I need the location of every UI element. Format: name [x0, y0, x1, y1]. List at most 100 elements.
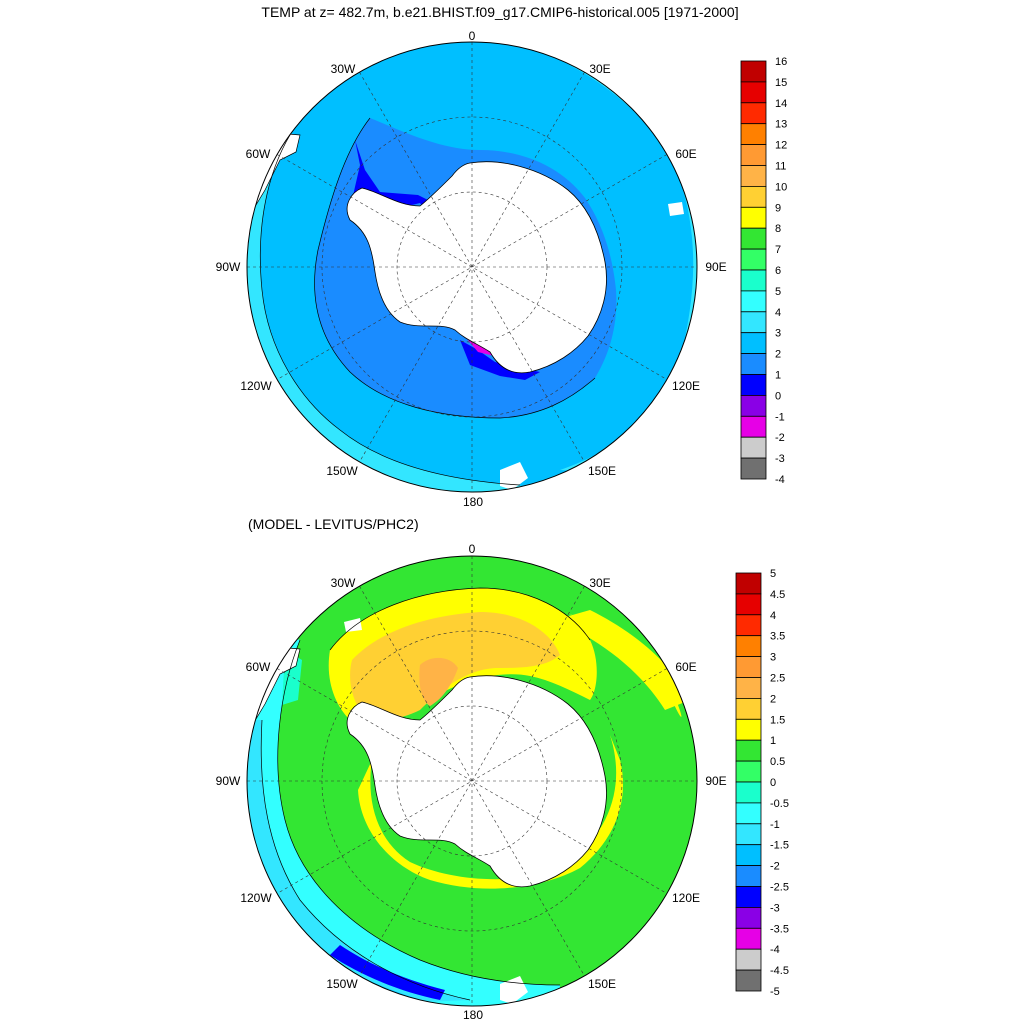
diff-field-m3tom2p5 — [330, 945, 445, 1000]
bottom-colorbar-tick-label: 1.5 — [770, 714, 785, 726]
top-colorbar-tick-label: -4 — [775, 474, 785, 486]
bottom-colorbar-tick-label: 0 — [770, 777, 776, 789]
diff-field-1to1p5-east — [555, 610, 690, 717]
bottom-colorbar-tick-label: -1 — [770, 819, 780, 831]
bottom-colorbar-swatch — [735, 927, 762, 950]
bottom-lon-60e: 60E — [675, 660, 696, 674]
top-lon-120e: 120E — [672, 379, 700, 393]
top-lon-150w: 150W — [326, 464, 358, 478]
diff-field-2to2p5 — [419, 657, 458, 706]
top-colorbar-tick-label: 0 — [775, 390, 781, 402]
top-colorbar-swatch — [740, 144, 767, 166]
top-colorbar-tick-label: -1 — [775, 411, 785, 423]
bottom-colorbar-swatch — [735, 677, 762, 699]
top-colorbar-tick-label: 14 — [775, 98, 787, 110]
top-colorbar-tick-label: 1 — [775, 370, 781, 382]
top-colorbar-tick-label: 11 — [775, 161, 786, 173]
top-lon-30e: 30E — [589, 62, 610, 76]
top-colorbar-swatch — [740, 311, 767, 334]
top-map-border — [246, 41, 698, 493]
bottom-colorbar: 5 4.5 4 3.5 3 2.5 2 1.5 1 0.5 0 -0.5 -1 -1.5 -2 -2.5 -3 -… — [735, 568, 789, 998]
bottom-colorbar-swatch — [735, 760, 762, 783]
top-lon-30w: 30W — [331, 62, 356, 76]
top-longitude-labels: 0 30E 60E 90E 120E 150E 180 150W 120W 90… — [216, 29, 727, 509]
top-colorbar-swatch — [740, 394, 767, 417]
bottom-colorbar-tick-label: 0.5 — [770, 756, 785, 768]
top-colorbar-tick-label: 7 — [775, 244, 781, 256]
top-lon-120w: 120W — [240, 379, 272, 393]
bottom-graticule — [247, 556, 697, 1006]
bottom-lon-150w: 150W — [326, 977, 358, 991]
bottom-panel: (MODEL - LEVITUS/PHC2) — [216, 516, 789, 1022]
top-lon-150e: 150E — [588, 464, 616, 478]
bottom-colorbar-swatch — [735, 823, 762, 846]
top-colorbar-swatch — [740, 269, 767, 292]
top-colorbar-tick-label: 2 — [775, 349, 781, 361]
top-colorbar-swatch — [740, 457, 767, 480]
top-lon-90w: 90W — [216, 260, 241, 274]
top-colorbar-swatch — [740, 165, 767, 187]
top-colorbar-tick-label: 10 — [775, 181, 787, 193]
top-lon-180: 180 — [463, 495, 483, 509]
top-colorbar-swatch — [740, 436, 767, 459]
bottom-colorbar-tick-label: -3.5 — [770, 923, 789, 935]
top-colorbar-swatch — [740, 123, 767, 145]
bottom-map-border — [246, 555, 698, 1007]
antarctica-bottom — [346, 675, 607, 888]
bottom-colorbar-tick-label: -4 — [770, 944, 780, 956]
new-zealand-top — [500, 462, 528, 490]
bottom-colorbar-swatch — [735, 614, 762, 637]
bottom-colorbar-swatch — [735, 572, 762, 595]
top-colorbar-swatch — [740, 206, 767, 229]
bottom-colorbar-swatch — [735, 969, 762, 992]
top-panel: TEMP at z= 482.7m, b.e21.BHIST.f09_g17.C… — [216, 4, 788, 509]
bottom-colorbar-swatch — [735, 698, 762, 720]
top-panel-title: TEMP at z= 482.7m, b.e21.BHIST.f09_g17.C… — [261, 4, 738, 20]
bottom-colorbar-swatch — [735, 865, 762, 887]
bottom-colorbar-tick-label: 4.5 — [770, 589, 785, 601]
bottom-map — [247, 556, 697, 1006]
bottom-colorbar-tick-label: 1 — [770, 735, 776, 747]
top-colorbar-tick-label: 6 — [775, 265, 781, 277]
top-colorbar-tick-label: 3 — [775, 328, 781, 340]
bottom-lon-30e: 30E — [589, 576, 610, 590]
contour-1-bottom — [329, 587, 591, 651]
bottom-colorbar-swatch — [735, 907, 762, 929]
bottom-colorbar-swatch — [735, 781, 762, 804]
bottom-colorbar-tick-label: 5 — [770, 568, 776, 580]
bottom-colorbar-tick-label: -5 — [770, 986, 780, 998]
bottom-colorbar-swatch — [735, 656, 762, 678]
top-colorbar-swatch — [740, 374, 767, 396]
bottom-colorbar-swatch — [735, 948, 762, 971]
bottom-colorbar-swatch — [735, 739, 762, 762]
bottom-lon-120w: 120W — [240, 891, 272, 905]
bottom-colorbar-swatch — [735, 635, 762, 658]
contour-2-top — [314, 117, 596, 419]
bottom-lon-120e: 120E — [672, 891, 700, 905]
bottom-colorbar-tick-label: 2 — [770, 693, 776, 705]
top-colorbar-swatch — [740, 102, 767, 125]
bottom-colorbar-swatch — [735, 802, 762, 825]
bottom-colorbar-tick-label: -0.5 — [770, 798, 789, 810]
top-colorbar-swatch — [740, 248, 767, 271]
bottom-lon-0: 0 — [469, 542, 476, 556]
top-colorbar-tick-label: 13 — [775, 119, 787, 131]
top-colorbar-tick-label: 8 — [775, 223, 781, 235]
bottom-colorbar-tick-label: -1.5 — [770, 840, 789, 852]
top-lon-60e: 60E — [675, 147, 696, 161]
island-bottom-nw — [344, 618, 362, 632]
bottom-colorbar-swatch — [735, 886, 762, 908]
top-colorbar-tick-label: 15 — [775, 77, 787, 89]
antarctica — [346, 161, 607, 374]
contour-3-top — [259, 119, 521, 486]
top-colorbar-swatch — [740, 81, 767, 104]
top-colorbar-swatch — [740, 353, 767, 375]
bottom-colorbar-tick-label: -4.5 — [770, 965, 789, 977]
top-colorbar-tick-label: -2 — [775, 432, 785, 444]
bottom-colorbar-tick-label: 3.5 — [770, 631, 785, 643]
top-lon-0: 0 — [469, 29, 476, 43]
top-colorbar-tick-label: -3 — [775, 453, 785, 465]
bottom-colorbar-tick-label: -3 — [770, 902, 780, 914]
top-colorbar-tick-label: 5 — [775, 286, 781, 298]
